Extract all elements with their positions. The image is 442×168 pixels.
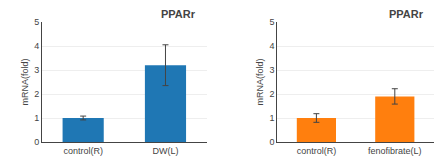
- svg-text:PPARr: PPARr: [161, 8, 196, 20]
- svg-text:4: 4: [269, 41, 274, 51]
- svg-text:control(R): control(R): [297, 146, 337, 156]
- svg-text:DW(L): DW(L): [152, 146, 178, 156]
- svg-text:5: 5: [269, 17, 274, 27]
- svg-text:mRNA(fold): mRNA(fold): [255, 58, 265, 105]
- svg-text:mRNA(fold): mRNA(fold): [20, 58, 30, 105]
- svg-text:1: 1: [34, 113, 39, 123]
- svg-text:5: 5: [34, 17, 39, 27]
- svg-text:1: 1: [269, 113, 274, 123]
- svg-text:3: 3: [269, 65, 274, 75]
- svg-text:control(R): control(R): [63, 146, 103, 156]
- svg-text:2: 2: [34, 89, 39, 99]
- svg-text:2: 2: [269, 89, 274, 99]
- svg-text:3: 3: [34, 65, 39, 75]
- svg-text:4: 4: [34, 41, 39, 51]
- svg-text:fenofibrate(L): fenofibrate(L): [368, 146, 422, 156]
- svg-text:0: 0: [34, 137, 39, 147]
- svg-text:0: 0: [269, 137, 274, 147]
- svg-text:PPARr: PPARr: [389, 8, 424, 20]
